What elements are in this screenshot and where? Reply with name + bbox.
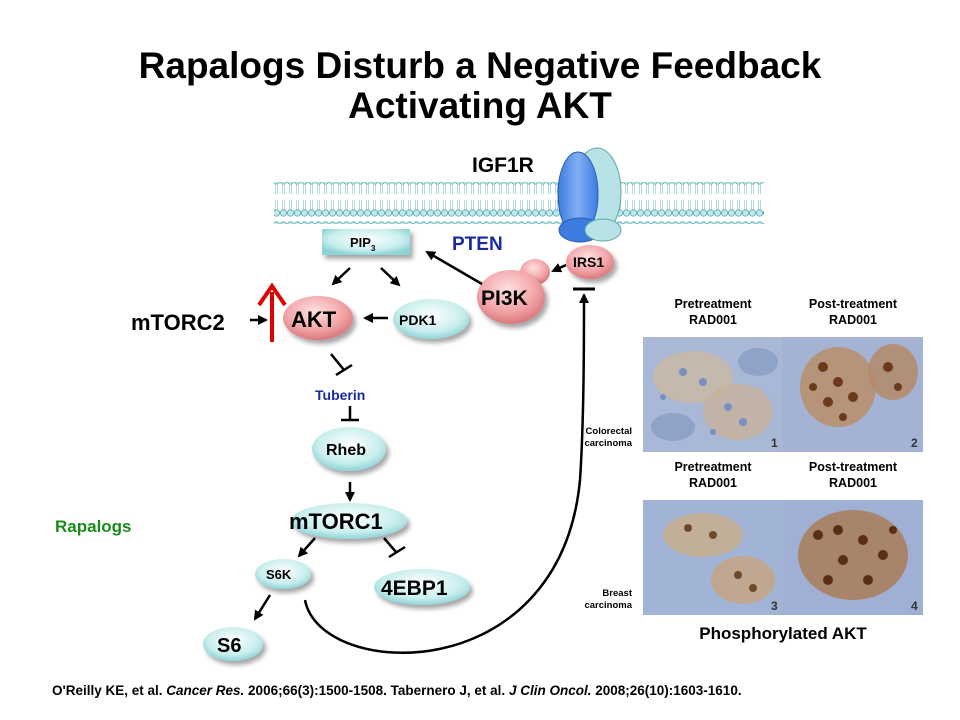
pip3-label: PIP3 — [350, 235, 376, 253]
inhibit-akt-tuberin — [330, 353, 345, 371]
ebp1-node — [374, 569, 470, 605]
mtorc1-node — [291, 503, 407, 539]
pi3k-node — [477, 270, 545, 324]
irs1-node — [566, 245, 614, 279]
arrow-mtorc1-s6k — [297, 537, 316, 558]
breast-label: Breast carcinoma — [584, 588, 632, 611]
rheb-node — [312, 427, 386, 471]
post-label-bottom: Post-treatment RAD001 — [808, 460, 898, 490]
igf1r-receptor — [557, 147, 622, 243]
pre-label-top: Pretreatment RAD001 — [674, 297, 752, 327]
colorectal-label: Colorectal carcinoma — [584, 426, 632, 449]
svg-text:3: 3 — [771, 599, 778, 613]
pdk1-node — [393, 299, 469, 339]
feedback-arc-s6k-irs1 — [303, 293, 589, 654]
pi3k-label: PI3K — [481, 287, 528, 310]
ihc-colorectal-pre: 1 — [643, 337, 783, 452]
rapalogs-label: Rapalogs — [55, 517, 132, 536]
s6-node — [203, 627, 263, 661]
arrow-pip3-akt — [331, 267, 351, 286]
arrow-irs1-pi3k — [551, 263, 567, 273]
phospho-akt-caption: Phosphorylated AKT — [699, 624, 867, 643]
rheb-label: Rheb — [326, 442, 366, 459]
pip3-node — [322, 229, 410, 255]
irs1-label: IRS1 — [573, 254, 604, 270]
s6k-node — [255, 559, 311, 589]
svg-text:2: 2 — [911, 436, 918, 450]
svg-text:4: 4 — [911, 599, 918, 613]
arrow-s6k-s6 — [253, 594, 272, 621]
akt-label: AKT — [291, 307, 337, 332]
ihc-breast-post: 4 — [783, 500, 923, 615]
mtorc1-label: mTORC1 — [289, 509, 383, 534]
mtorc2-label: mTORC2 — [131, 310, 225, 335]
up-arrow-icon — [257, 282, 287, 342]
slide-title: Rapalogs Disturb a Negative Feedback Act… — [0, 46, 960, 126]
ihc-colorectal-post: 2 — [783, 337, 923, 452]
tuberin-label: Tuberin — [315, 387, 365, 403]
pathway-arrows — [250, 250, 589, 654]
pre-label-bottom: Pretreatment RAD001 — [674, 460, 752, 490]
pathway-diagram: IGF1R PIP3 PTEN IRS1 PI3K AKT PDK1 mTORC… — [55, 147, 764, 661]
cell-membrane — [274, 182, 764, 224]
igf1r-label: IGF1R — [472, 154, 534, 177]
s6k-label: S6K — [266, 567, 292, 582]
citation: O'Reilly KE, et al. Cancer Res. 2006;66(… — [52, 683, 742, 698]
title-line-2: Activating AKT — [348, 85, 612, 126]
svg-text:1: 1 — [771, 436, 778, 450]
ihc-breast-pre: 3 — [643, 500, 783, 615]
title-line-1: Rapalogs Disturb a Negative Feedback — [138, 45, 822, 86]
arrow-pi3k-pip3 — [425, 250, 483, 286]
akt-node — [283, 296, 353, 340]
post-label-top: Post-treatment RAD001 — [808, 297, 898, 327]
ebp1-label: 4EBP1 — [381, 577, 448, 600]
pdk1-label: PDK1 — [399, 312, 437, 328]
inhibition-bars — [330, 287, 595, 559]
pten-label: PTEN — [452, 234, 503, 255]
s6-label: S6 — [217, 635, 241, 657]
inhibit-mtorc1-4ebp1 — [383, 537, 397, 553]
arrow-pip3-pdk1 — [380, 267, 401, 287]
